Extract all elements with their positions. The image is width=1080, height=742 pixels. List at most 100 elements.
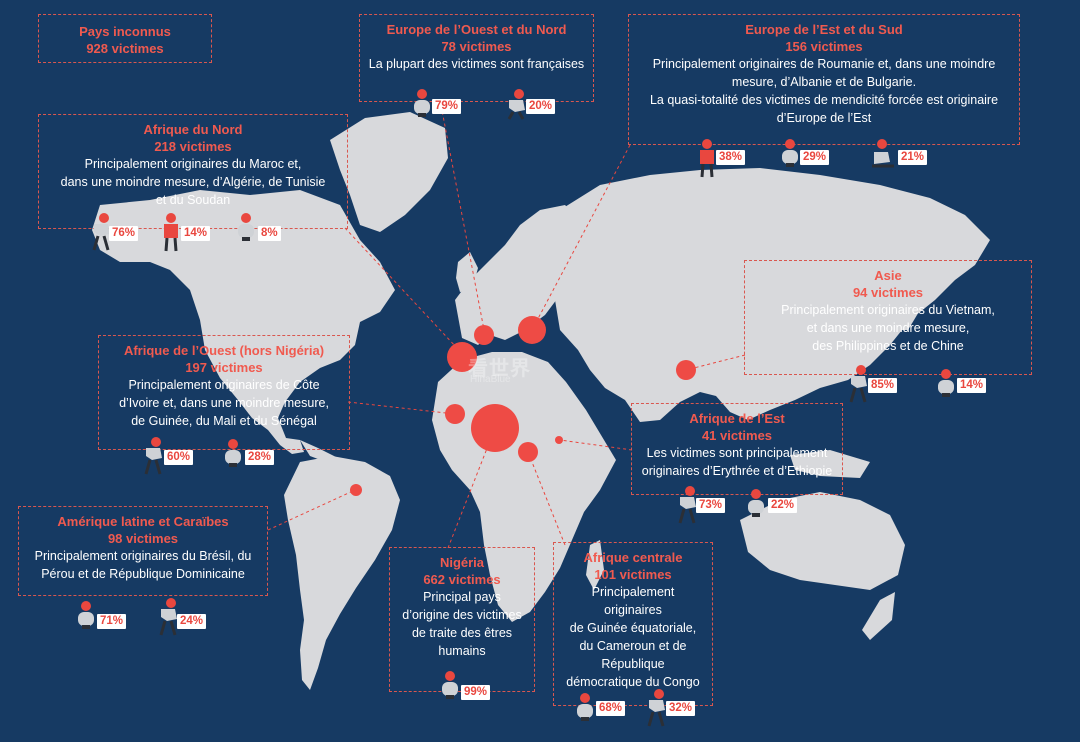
box-ca-count: 101 victimes <box>594 567 672 582</box>
bubble-nigeria <box>471 404 519 452</box>
box-ea-count: 41 victimes <box>701 428 773 443</box>
box-wa-desc-1: Principalement originaires de Côte <box>128 378 320 392</box>
box-unknown: Pays inconnus 928 victimes <box>38 14 212 63</box>
box-unknown-count: 928 victimes <box>86 41 164 56</box>
box-wne-count: 78 victimes <box>441 39 512 54</box>
box-ea-desc-1: Les victimes sont principalement <box>646 446 828 460</box>
japan-shape <box>896 290 920 330</box>
standing-figure-icon <box>158 212 184 257</box>
pct-badge: 14% <box>957 378 987 393</box>
pct-badge: 24% <box>177 614 207 629</box>
box-ca-desc-5: démocratique du Congo <box>566 675 700 689</box>
box-na-desc-1: Principalement originaires du Maroc et, <box>84 157 302 171</box>
se-asia-islands-shape <box>790 450 870 478</box>
begging-figure-icon <box>845 364 871 409</box>
box-ese-desc-4: d’Europe de l’Est <box>776 111 872 125</box>
box-unknown-title: Pays inconnus <box>79 24 171 39</box>
sitting-figure-icon <box>868 138 898 173</box>
box-ng-count: 662 victimes <box>423 572 501 587</box>
pct-badge: 32% <box>666 701 696 716</box>
box-ca-desc-2: de Guinée équatoriale, <box>569 621 697 635</box>
pct-badge: 22% <box>768 498 798 513</box>
begging-figure-icon <box>643 688 669 733</box>
box-west-africa: Afrique de l’Ouest (hors Nigéria) 197 vi… <box>98 335 350 450</box>
victim-figure-icon <box>73 600 99 635</box>
victim-figure-icon <box>572 692 598 727</box>
begging-figure-icon <box>503 88 529 125</box>
box-ng-desc-1: Principal pays <box>423 590 501 604</box>
watermark: 看世界 <box>468 358 531 380</box>
pct-badge: 8% <box>258 226 281 241</box>
pct-badge: 68% <box>596 701 626 716</box>
bubble-latin-america <box>350 484 362 496</box>
box-ng-desc-3: de traite des êtres <box>411 626 513 640</box>
box-latin-america: Amérique latine et Caraïbes 98 victimes … <box>18 506 268 596</box>
victim-figure-icon <box>777 138 803 173</box>
pct-badge: 21% <box>898 150 928 165</box>
box-ea-title: Afrique de l’Est <box>689 411 785 426</box>
north-america-shape <box>92 190 395 454</box>
bubble-asia <box>676 360 696 380</box>
box-ese-desc-3: La quasi-totalité des victimes de mendic… <box>649 93 999 107</box>
box-wne-title: Europe de l’Ouest et du Nord <box>386 22 567 37</box>
box-na-title: Afrique du Nord <box>143 122 243 137</box>
box-ca-title: Afrique centrale <box>583 550 683 565</box>
box-ca-desc-1: Principalement originaires <box>591 585 675 617</box>
pct-badge: 73% <box>696 498 726 513</box>
land-layer <box>92 112 990 690</box>
box-ca-desc-3: du Cameroun et de <box>579 639 687 653</box>
box-ea-desc-2: originaires d’Erythrée et d’Ethiopie <box>641 464 833 478</box>
bubble-north-africa <box>447 342 477 372</box>
pct-badge: 28% <box>245 450 275 465</box>
box-na-desc-2: dans une moindre mesure, d’Algérie, de T… <box>60 175 326 189</box>
box-wa-desc-3: de Guinée, du Mali et du Sénégal <box>131 414 317 428</box>
box-ca-desc-4: République <box>601 657 665 671</box>
victim-figure-icon <box>743 488 769 523</box>
box-north-africa: Afrique du Nord 218 victimes Principalem… <box>38 114 348 229</box>
box-la-count: 98 victimes <box>107 531 179 546</box>
box-wa-count: 197 victimes <box>185 360 263 375</box>
box-asia-title: Asie <box>874 268 902 283</box>
box-na-desc-3: et du Soudan <box>155 193 231 207</box>
pct-badge: 60% <box>164 450 194 465</box>
pct-badge: 71% <box>97 614 127 629</box>
south-america-shape <box>284 456 400 690</box>
greenland-shape <box>330 112 448 232</box>
box-asia-count: 94 victimes <box>852 285 924 300</box>
box-la-title: Amérique latine et Caraïbes <box>57 514 229 529</box>
pct-badge: 79% <box>432 99 462 114</box>
victim-figure-icon <box>233 212 259 247</box>
madagascar-shape <box>586 540 604 590</box>
pct-badge: 76% <box>109 226 139 241</box>
box-ese-desc-1: Principalement originaires de Roumanie e… <box>652 57 996 71</box>
begging-figure-icon <box>88 212 114 257</box>
europe-shape <box>455 205 590 345</box>
begging-figure-icon <box>155 597 181 642</box>
box-la-desc-2: Pérou et de République Dominicaine <box>41 567 245 581</box>
begging-figure-icon <box>140 436 166 481</box>
box-ese-title: Europe de l’Est et du Sud <box>745 22 903 37</box>
box-asia-desc-1: Principalement originaires du Vietnam, <box>781 303 995 317</box>
bubble-west-africa <box>445 404 465 424</box>
bubble-east-africa <box>555 436 563 444</box>
box-wne-desc: La plupart des victimes sont françaises <box>368 57 585 71</box>
box-nigeria: Nigéria 662 victimes Principal pays d’or… <box>389 547 535 692</box>
box-asia: Asie 94 victimes Principalement originai… <box>744 260 1032 375</box>
pct-badge: 20% <box>526 99 556 114</box>
box-east-africa: Afrique de l’Est 41 victimes Les victime… <box>631 403 843 495</box>
australia-shape <box>740 492 905 590</box>
box-asia-desc-3: des Philippines et de Chine <box>812 339 964 353</box>
pct-badge: 85% <box>868 378 898 393</box>
bubble-west-north-europe <box>474 325 494 345</box>
leader-lines <box>267 99 746 549</box>
box-asia-desc-2: et dans une moindre mesure, <box>806 321 970 335</box>
victim-figure-icon <box>933 368 959 403</box>
pct-badge: 29% <box>800 150 830 165</box>
box-ng-desc-2: d’origine des victimes <box>402 608 522 622</box>
victim-figure-icon <box>220 438 246 473</box>
victim-figure-icon <box>409 88 435 123</box>
box-central-africa: Afrique centrale 101 victimes Principale… <box>553 542 713 706</box>
watermark-sub: HinaBlue <box>470 374 511 385</box>
box-wa-desc-2: d’Ivoire et, dans une moindre mesure, <box>119 396 329 410</box>
